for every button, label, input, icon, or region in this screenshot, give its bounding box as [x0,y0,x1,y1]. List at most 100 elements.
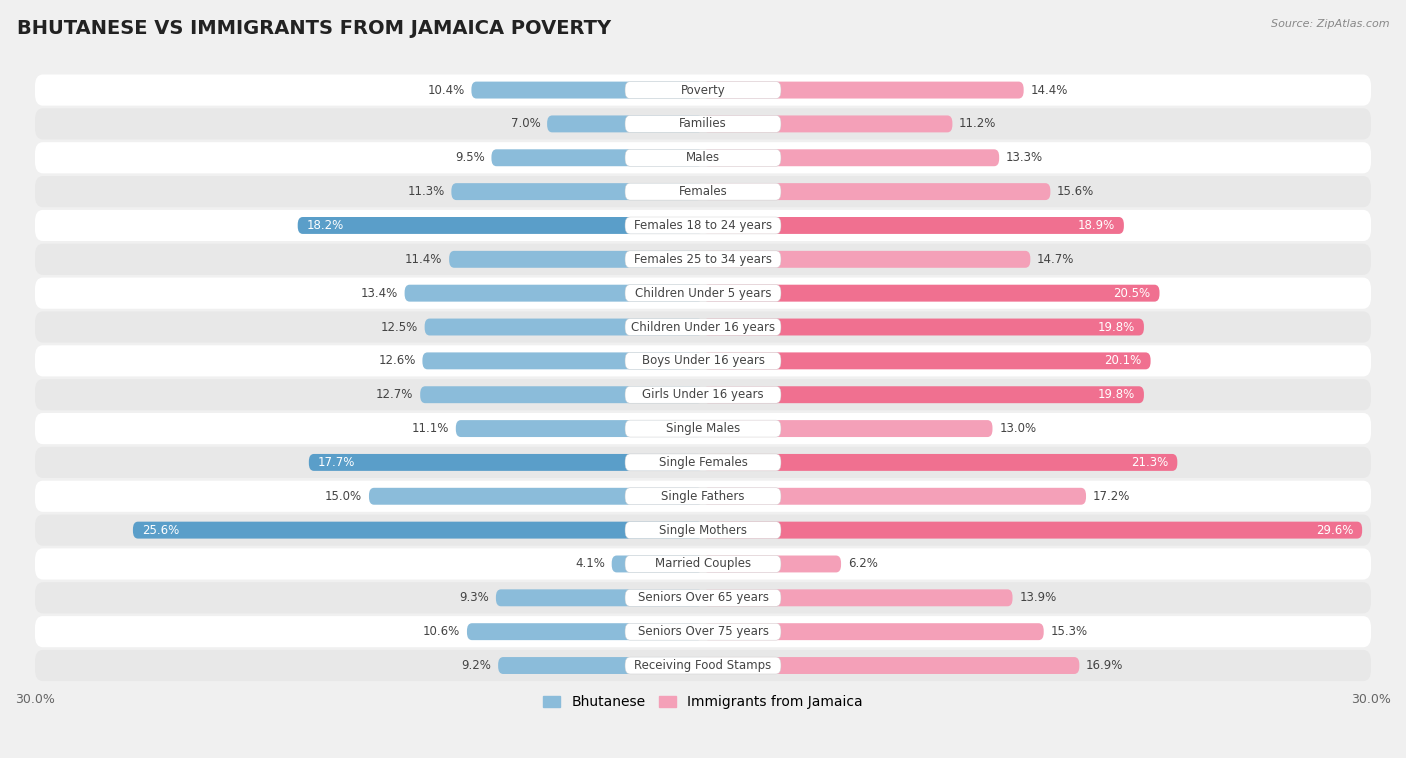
Text: 15.6%: 15.6% [1057,185,1094,198]
Text: 20.1%: 20.1% [1105,355,1142,368]
FancyBboxPatch shape [456,420,703,437]
FancyBboxPatch shape [498,657,703,674]
Text: 20.5%: 20.5% [1114,287,1150,299]
Text: 11.2%: 11.2% [959,117,997,130]
FancyBboxPatch shape [626,623,780,641]
FancyBboxPatch shape [309,454,703,471]
Text: 7.0%: 7.0% [510,117,540,130]
FancyBboxPatch shape [626,556,780,572]
FancyBboxPatch shape [35,616,1371,647]
FancyBboxPatch shape [35,143,1371,174]
Text: 11.3%: 11.3% [408,185,444,198]
FancyBboxPatch shape [703,149,1000,166]
Text: 21.3%: 21.3% [1132,456,1168,469]
Text: Single Females: Single Females [658,456,748,469]
Text: Females 18 to 24 years: Females 18 to 24 years [634,219,772,232]
FancyBboxPatch shape [626,352,780,369]
FancyBboxPatch shape [703,590,1012,606]
Text: 10.4%: 10.4% [427,83,465,96]
FancyBboxPatch shape [703,318,1144,336]
Text: Girls Under 16 years: Girls Under 16 years [643,388,763,401]
Text: Married Couples: Married Couples [655,557,751,571]
FancyBboxPatch shape [703,352,1150,369]
Text: Children Under 16 years: Children Under 16 years [631,321,775,334]
FancyBboxPatch shape [35,481,1371,512]
Text: 13.4%: 13.4% [361,287,398,299]
FancyBboxPatch shape [35,312,1371,343]
Text: Receiving Food Stamps: Receiving Food Stamps [634,659,772,672]
FancyBboxPatch shape [451,183,703,200]
FancyBboxPatch shape [703,488,1085,505]
FancyBboxPatch shape [35,244,1371,275]
Text: 11.4%: 11.4% [405,253,443,266]
Text: 18.2%: 18.2% [307,219,344,232]
FancyBboxPatch shape [35,582,1371,613]
FancyBboxPatch shape [35,650,1371,681]
FancyBboxPatch shape [35,277,1371,309]
FancyBboxPatch shape [626,657,780,674]
Text: Seniors Over 65 years: Seniors Over 65 years [637,591,769,604]
Text: 12.6%: 12.6% [378,355,416,368]
Text: Single Males: Single Males [666,422,740,435]
FancyBboxPatch shape [496,590,703,606]
Text: 17.2%: 17.2% [1092,490,1130,503]
FancyBboxPatch shape [35,548,1371,580]
FancyBboxPatch shape [449,251,703,268]
FancyBboxPatch shape [703,217,1123,234]
FancyBboxPatch shape [35,74,1371,105]
Text: 9.3%: 9.3% [460,591,489,604]
FancyBboxPatch shape [626,82,780,99]
Text: 9.2%: 9.2% [461,659,492,672]
FancyBboxPatch shape [626,183,780,200]
FancyBboxPatch shape [405,285,703,302]
Text: 17.7%: 17.7% [318,456,356,469]
FancyBboxPatch shape [35,108,1371,139]
Text: 14.4%: 14.4% [1031,83,1067,96]
FancyBboxPatch shape [422,352,703,369]
FancyBboxPatch shape [703,387,1144,403]
Text: Boys Under 16 years: Boys Under 16 years [641,355,765,368]
FancyBboxPatch shape [626,318,780,336]
FancyBboxPatch shape [298,217,703,234]
FancyBboxPatch shape [35,379,1371,410]
Text: 19.8%: 19.8% [1098,321,1135,334]
Text: 18.9%: 18.9% [1078,219,1115,232]
FancyBboxPatch shape [703,657,1080,674]
FancyBboxPatch shape [703,251,1031,268]
FancyBboxPatch shape [134,522,703,539]
FancyBboxPatch shape [547,115,703,133]
FancyBboxPatch shape [626,522,780,539]
FancyBboxPatch shape [703,454,1177,471]
FancyBboxPatch shape [626,285,780,302]
Text: Families: Families [679,117,727,130]
FancyBboxPatch shape [420,387,703,403]
FancyBboxPatch shape [703,420,993,437]
FancyBboxPatch shape [35,447,1371,478]
FancyBboxPatch shape [626,115,780,133]
Text: BHUTANESE VS IMMIGRANTS FROM JAMAICA POVERTY: BHUTANESE VS IMMIGRANTS FROM JAMAICA POV… [17,19,612,38]
Text: 19.8%: 19.8% [1098,388,1135,401]
Text: Females 25 to 34 years: Females 25 to 34 years [634,253,772,266]
FancyBboxPatch shape [703,556,841,572]
Text: 29.6%: 29.6% [1316,524,1353,537]
FancyBboxPatch shape [35,210,1371,241]
FancyBboxPatch shape [703,522,1362,539]
Text: Single Fathers: Single Fathers [661,490,745,503]
Text: 4.1%: 4.1% [575,557,605,571]
Text: Males: Males [686,152,720,164]
FancyBboxPatch shape [467,623,703,641]
Text: 10.6%: 10.6% [423,625,460,638]
Text: 13.0%: 13.0% [1000,422,1036,435]
FancyBboxPatch shape [35,176,1371,207]
Text: 6.2%: 6.2% [848,557,877,571]
Text: 15.3%: 15.3% [1050,625,1087,638]
FancyBboxPatch shape [703,183,1050,200]
FancyBboxPatch shape [703,623,1043,641]
FancyBboxPatch shape [612,556,703,572]
Text: Females: Females [679,185,727,198]
Text: Source: ZipAtlas.com: Source: ZipAtlas.com [1271,19,1389,29]
FancyBboxPatch shape [35,515,1371,546]
Legend: Bhutanese, Immigrants from Jamaica: Bhutanese, Immigrants from Jamaica [538,690,868,715]
FancyBboxPatch shape [626,488,780,505]
FancyBboxPatch shape [35,413,1371,444]
